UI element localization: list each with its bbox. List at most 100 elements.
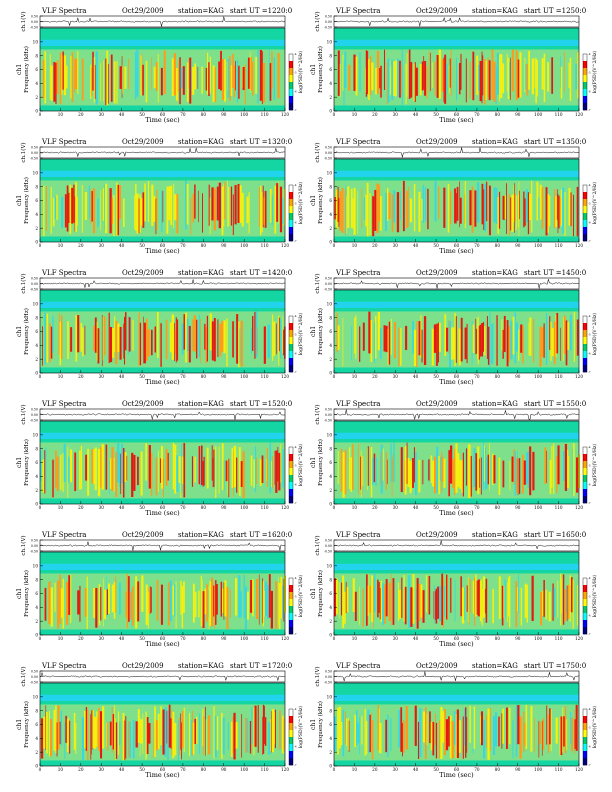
spectrogram-streaks <box>334 180 579 237</box>
colorbar-segment <box>289 365 293 373</box>
spectra-panel: VLF Spectra Oct29/2009 station=KAG start UT… <box>16 400 304 517</box>
panel-date: Oct29/2009 <box>122 531 164 539</box>
waveform-ylabel: ch.1(V) <box>20 535 27 555</box>
frequency-tick-label: 6 <box>35 67 38 72</box>
colorbar-tick-label: -7 <box>294 632 297 636</box>
colorbar-tick-label: -4 <box>588 52 591 56</box>
frequency-tick-label: 2 <box>35 226 38 231</box>
spectra-panel: VLF Spectra Oct29/2009 station=KAG start UT… <box>16 269 304 386</box>
colorbar-segment <box>289 323 293 331</box>
colorbar-frame <box>582 53 588 111</box>
frequency-tick-label: 2 <box>329 357 332 362</box>
colorbar-tick-label: -7 <box>588 501 591 505</box>
colorbar-tick-label: -5 <box>294 726 297 730</box>
time-tick-label: 80 <box>201 767 207 772</box>
colorbar-tick-label: -6 <box>294 613 297 617</box>
time-tick-label: 0 <box>333 636 336 641</box>
colorbar-frame <box>288 446 294 504</box>
time-tick-label: 0 <box>39 505 42 510</box>
channel-label: ch1 <box>310 64 317 75</box>
colorbar-tick-label: -4 <box>294 707 297 711</box>
colorbar-tick-label: -5 <box>588 726 591 730</box>
time-tick-label: 120 <box>575 374 583 379</box>
spectrogram-streaks <box>337 49 579 106</box>
time-axis-label: Time (sec) <box>439 116 474 124</box>
panel-date: Oct29/2009 <box>416 662 458 670</box>
spectrogram-streaks <box>43 180 286 237</box>
time-tick-label: 60 <box>160 374 166 379</box>
colorbar-tick-label: -5 <box>588 202 591 206</box>
time-tick-label: 40 <box>119 767 125 772</box>
channel-label: ch1 <box>16 326 23 337</box>
time-tick-label: 100 <box>240 505 248 510</box>
channel-label: ch1 <box>310 195 317 206</box>
frequency-tick-label: 2 <box>35 488 38 493</box>
panel-station: station=KAG <box>472 138 518 146</box>
spectrogram-top-band <box>334 170 579 177</box>
colorbar-segment <box>289 751 293 759</box>
time-tick-label: 80 <box>201 243 207 248</box>
time-tick-label: 10 <box>352 112 358 117</box>
time-tick-label: 0 <box>333 767 336 772</box>
colorbar-tick-label: -6 <box>294 351 297 355</box>
frequency-tick-label: 10 <box>33 432 39 437</box>
time-tick-label: 110 <box>261 112 269 117</box>
waveform-ylabel: ch.1(V) <box>20 11 27 31</box>
time-axis-label: Time (sec) <box>145 378 180 386</box>
frequency-tick-label: 4 <box>329 474 332 479</box>
colorbar-segment <box>289 454 293 462</box>
panel-title: VLF Spectra <box>41 531 86 539</box>
colorbar-label: log(PSD)(V^2/Hz) <box>591 575 598 618</box>
colorbar-segment <box>289 337 293 345</box>
time-tick-label: 90 <box>515 112 521 117</box>
waveform-trace <box>333 540 580 550</box>
panel-station: station=KAG <box>472 269 518 277</box>
colorbar-segment <box>583 475 587 483</box>
colorbar-segment <box>289 447 293 455</box>
colorbar-segment <box>583 365 587 373</box>
frequency-tick-label: 4 <box>35 474 38 479</box>
colorbar-segment <box>583 468 587 476</box>
spectrogram-streaks <box>44 573 287 630</box>
waveform-trace <box>39 540 286 551</box>
colorbar-tick-label: -5 <box>294 464 297 468</box>
time-tick-label: 20 <box>372 505 378 510</box>
colorbar-tick-label: -5 <box>294 71 297 75</box>
colorbar: -4 -5 -6 -7 log(PSD)(V^2/Hz) <box>582 313 598 374</box>
time-tick-label: 70 <box>180 243 186 248</box>
colorbar-tick-label: -6 <box>588 89 591 93</box>
time-tick-label: 120 <box>281 243 289 248</box>
time-tick-label: 90 <box>515 505 521 510</box>
frequency-axis-label: Frequency (kHz) <box>23 701 30 748</box>
time-tick-label: 120 <box>281 505 289 510</box>
time-tick-label: 20 <box>78 374 84 379</box>
time-tick-label: 50 <box>139 767 145 772</box>
time-tick-label: 120 <box>281 636 289 641</box>
waveform-frame <box>333 15 580 28</box>
time-tick-label: 20 <box>372 374 378 379</box>
colorbar-tick-label: -4 <box>294 183 297 187</box>
spectra-panel: VLF Spectra Oct29/2009 station=KAG start UT… <box>310 7 598 124</box>
spectrogram-top-band <box>334 563 579 570</box>
panel-title: VLF Spectra <box>335 269 380 277</box>
colorbar-segment <box>583 89 587 97</box>
panel-title: VLF Spectra <box>335 400 380 408</box>
time-axis-label: Time (sec) <box>145 771 180 779</box>
colorbar-segment <box>583 323 587 331</box>
colorbar-segment <box>583 337 587 345</box>
time-tick-label: 0 <box>39 767 42 772</box>
colorbar-segment <box>583 599 587 607</box>
colorbar: -4 -5 -6 -7 log(PSD)(V^2/Hz) <box>288 706 304 767</box>
panel-date: Oct29/2009 <box>122 400 164 408</box>
frequency-axis-label: Frequency (kHz) <box>23 177 30 224</box>
colorbar-tick-label: -4 <box>588 183 591 187</box>
time-tick-label: 30 <box>99 767 105 772</box>
frequency-tick-label: 0 <box>329 240 332 245</box>
colorbar-segment <box>583 75 587 83</box>
time-tick-label: 60 <box>454 374 460 379</box>
colorbar-segment <box>583 723 587 731</box>
time-tick-label: 40 <box>119 112 125 117</box>
time-tick-label: 100 <box>534 374 542 379</box>
colorbar-tick-label: -6 <box>588 482 591 486</box>
time-tick-label: 50 <box>139 636 145 641</box>
